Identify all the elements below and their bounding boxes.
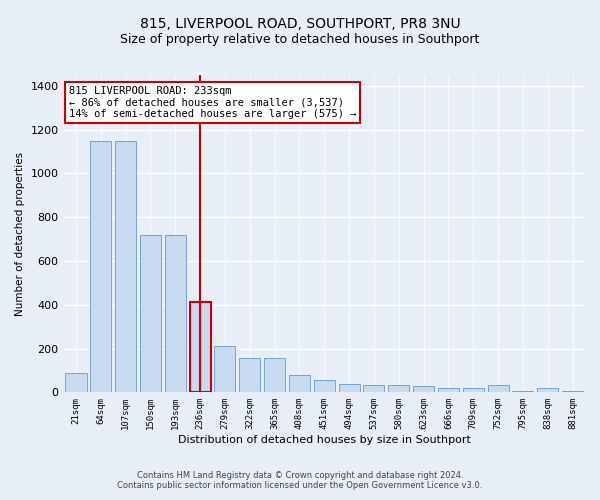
Bar	[140, 235, 161, 392]
Bar	[562, 391, 583, 392]
Bar	[314, 380, 335, 392]
Text: 815 LIVERPOOL ROAD: 233sqm
← 86% of detached houses are smaller (3,537)
14% of s: 815 LIVERPOOL ROAD: 233sqm ← 86% of deta…	[69, 86, 356, 120]
Bar	[115, 140, 136, 392]
Bar	[438, 388, 459, 392]
Bar	[289, 375, 310, 392]
Bar	[190, 302, 211, 392]
Bar	[264, 358, 285, 392]
Bar	[512, 391, 533, 392]
Bar	[65, 372, 86, 392]
Bar	[338, 384, 359, 392]
Bar	[388, 384, 409, 392]
X-axis label: Distribution of detached houses by size in Southport: Distribution of detached houses by size …	[178, 435, 471, 445]
Bar	[239, 358, 260, 392]
Bar	[413, 386, 434, 392]
Bar	[214, 346, 235, 393]
Bar	[165, 235, 186, 392]
Bar	[537, 388, 559, 392]
Text: 815, LIVERPOOL ROAD, SOUTHPORT, PR8 3NU: 815, LIVERPOOL ROAD, SOUTHPORT, PR8 3NU	[140, 18, 460, 32]
Text: Size of property relative to detached houses in Southport: Size of property relative to detached ho…	[121, 32, 479, 46]
Y-axis label: Number of detached properties: Number of detached properties	[15, 152, 25, 316]
Bar	[488, 384, 509, 392]
Text: Contains HM Land Registry data © Crown copyright and database right 2024.
Contai: Contains HM Land Registry data © Crown c…	[118, 470, 482, 490]
Bar	[364, 384, 385, 392]
Bar	[463, 388, 484, 392]
Bar	[90, 140, 112, 392]
